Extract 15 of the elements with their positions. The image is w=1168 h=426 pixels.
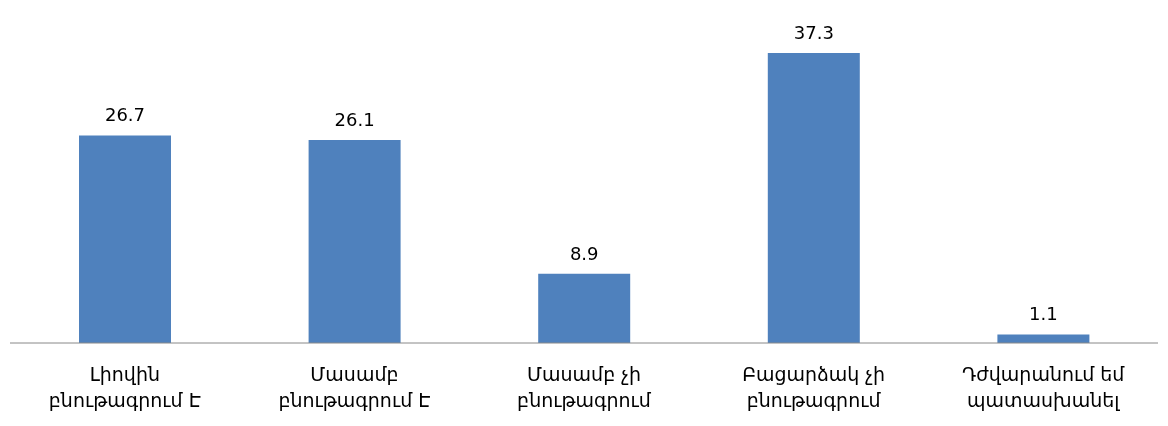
bar bbox=[767, 53, 860, 343]
data-label: 37.3 bbox=[793, 22, 834, 43]
data-label: 8.9 bbox=[569, 242, 599, 264]
bar bbox=[538, 273, 631, 343]
x-tick-label: Մասամբ չի բնութագրում bbox=[517, 363, 652, 411]
data-label: 26.7 bbox=[104, 104, 146, 126]
bar bbox=[997, 334, 1090, 343]
data-label: 1.1 bbox=[1029, 303, 1058, 325]
x-tick-label: Լիովին բնութագրում Է bbox=[48, 363, 201, 411]
x-tick-label: Բացարձակ չի բնութագրում bbox=[742, 363, 886, 411]
bar bbox=[79, 135, 171, 343]
x-tick-label: Դժվարանում եմ պատասխանել bbox=[961, 363, 1126, 411]
x-tick-label: Մասամբ բնութագրում Է bbox=[278, 363, 431, 411]
bar bbox=[308, 140, 401, 343]
data-label: 26.1 bbox=[334, 109, 375, 131]
